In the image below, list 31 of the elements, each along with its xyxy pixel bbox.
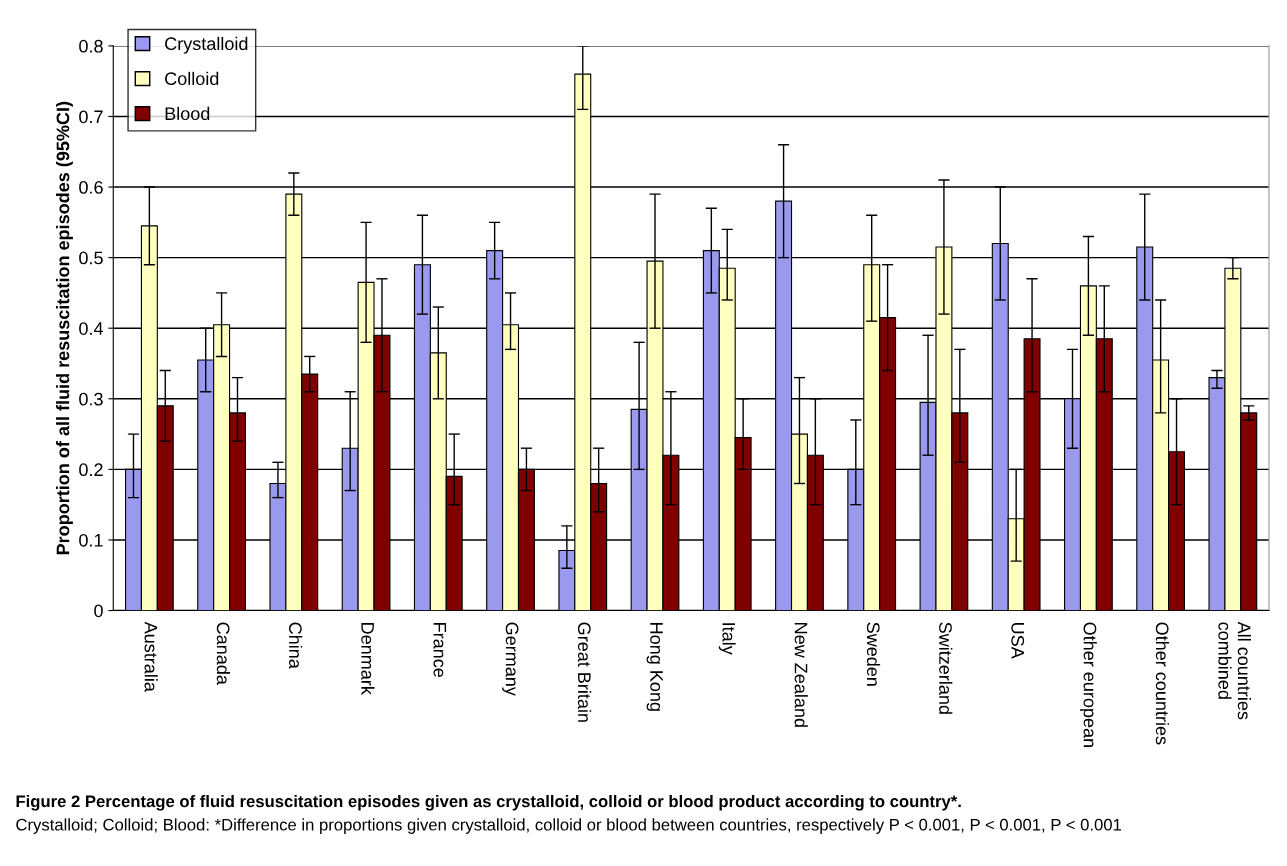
- x-tick-label: All countries combined: [1218, 621, 1252, 720]
- x-tick-label: Australia: [144, 621, 158, 692]
- x-tick-label: China: [288, 622, 303, 669]
- y-tick-label: 0.7: [79, 110, 103, 124]
- y-tick-label: 0.5: [79, 251, 103, 265]
- y-tick-label: 0: [94, 604, 103, 618]
- x-tick-label: Italy: [718, 623, 736, 655]
- x-tick-label: Canada: [216, 622, 231, 685]
- x-tick-label: Other european: [1079, 622, 1097, 747]
- x-tick-label: France: [433, 623, 447, 678]
- x-tick-label: Sweden: [866, 622, 881, 686]
- legend-label: Crystalloid: [165, 36, 248, 54]
- x-tick-label: New Zealand: [794, 623, 808, 727]
- x-tick-label: Switzerland: [939, 622, 953, 714]
- y-axis-title: Proportion of all fluid resuscitation episodes (95%CI): [56, 101, 73, 555]
- y-tick-label: 0.1: [79, 533, 103, 547]
- x-tick-label: USA: [1011, 623, 1025, 659]
- x-tick-label: Other countries: [1155, 622, 1170, 745]
- y-tick-label: 0.3: [79, 392, 103, 406]
- y-tick-label: 0.2: [79, 463, 103, 477]
- text: Figure 2 Percentage of fluid resuscitation episodes given as crystalloid, colloid or blood product according to country*.: [16, 794, 961, 811]
- x-tick-label: Denmark: [361, 623, 375, 695]
- text: Crystalloid; Colloid; Blood: *Difference in proportions given crystalloid, colloid or blood between countries, respectively P < 0.001, P < 0.001, P < 0.001: [16, 818, 1122, 834]
- y-tick-label: 0.8: [79, 39, 103, 53]
- legend-label: Colloid: [165, 71, 219, 86]
- y-tick-label: 0.6: [79, 180, 103, 194]
- x-tick-label: Hong Kong: [646, 623, 663, 711]
- y-tick-label: 0.4: [79, 322, 104, 335]
- x-tick-label: Great Britain: [577, 622, 592, 722]
- x-tick-label: Germany: [502, 622, 519, 696]
- legend-label: Blood: [165, 106, 210, 121]
